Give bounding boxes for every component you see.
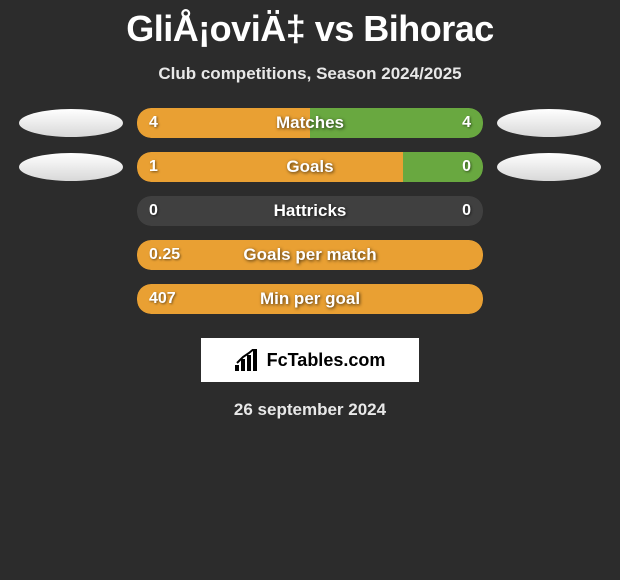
stat-right-value: 4	[462, 108, 471, 138]
bar-segment-neutral	[137, 196, 483, 226]
stat-row: 00Hattricks	[0, 196, 620, 226]
bar-segment-left	[137, 108, 310, 138]
brand-box[interactable]: FcTables.com	[201, 338, 419, 382]
right-ellipse	[497, 109, 601, 137]
stat-left-value: 1	[149, 152, 158, 182]
stats-rows: 44Matches10Goals00Hattricks0.25Goals per…	[0, 108, 620, 328]
bar-segment-left	[137, 284, 483, 314]
stat-left-value: 4	[149, 108, 158, 138]
stat-right-value: 0	[462, 196, 471, 226]
left-ellipse	[19, 153, 123, 181]
subtitle: Club competitions, Season 2024/2025	[158, 64, 461, 84]
stat-bar: 00Hattricks	[137, 196, 483, 226]
bar-segment-left	[137, 152, 403, 182]
bar-segment-left	[137, 240, 483, 270]
stat-bar: 10Goals	[137, 152, 483, 182]
stat-row: 407Min per goal	[0, 284, 620, 314]
stat-bar: 407Min per goal	[137, 284, 483, 314]
stat-row: 44Matches	[0, 108, 620, 138]
stat-row: 10Goals	[0, 152, 620, 182]
right-ellipse	[497, 153, 601, 181]
stat-left-value: 0	[149, 196, 158, 226]
left-ellipse	[19, 109, 123, 137]
infographic: GliÅ¡oviÄ‡ vs Bihorac Club competitions,…	[0, 0, 620, 420]
brand-text: FcTables.com	[267, 350, 386, 371]
stat-left-value: 407	[149, 284, 176, 314]
date-label: 26 september 2024	[234, 400, 386, 420]
stat-bar: 44Matches	[137, 108, 483, 138]
bar-segment-right	[403, 152, 483, 182]
stat-left-value: 0.25	[149, 240, 180, 270]
stat-right-value: 0	[462, 152, 471, 182]
stat-bar: 0.25Goals per match	[137, 240, 483, 270]
page-title: GliÅ¡oviÄ‡ vs Bihorac	[126, 8, 494, 50]
stat-row: 0.25Goals per match	[0, 240, 620, 270]
bar-segment-right	[310, 108, 483, 138]
brand-icon	[235, 349, 261, 371]
